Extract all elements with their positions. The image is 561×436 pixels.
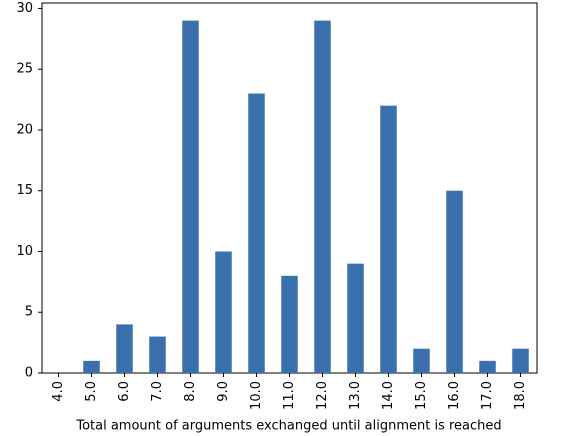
bar: [281, 275, 298, 373]
y-tick-label: 25: [16, 62, 33, 77]
bar: [116, 324, 133, 373]
x-tick-label: 7.0: [150, 381, 165, 402]
x-tick-label: 6.0: [117, 381, 132, 402]
bar: [314, 20, 331, 373]
bar: [479, 360, 496, 373]
bar: [182, 20, 199, 373]
x-tick-label: 13.0: [348, 381, 363, 410]
x-tick-label: 16.0: [447, 381, 462, 410]
x-tick-label: 9.0: [216, 381, 231, 402]
x-tick-label: 12.0: [315, 381, 330, 410]
x-tick-label: 17.0: [480, 381, 495, 410]
y-tick-label: 30: [16, 1, 33, 16]
bar: [149, 336, 166, 373]
y-tick-label: 20: [16, 122, 33, 137]
x-axis-label: Total amount of arguments exchanged unti…: [75, 419, 501, 434]
x-tick-label: 5.0: [84, 381, 99, 402]
x-tick-label: 15.0: [414, 381, 429, 410]
y-tick-label: 15: [16, 183, 33, 198]
y-tick-label: 10: [16, 244, 33, 259]
x-tick-label: 18.0: [513, 381, 528, 410]
y-tick-label: 5: [25, 305, 33, 320]
bar: [380, 105, 397, 374]
bar: [446, 190, 463, 373]
bar: [83, 360, 100, 373]
x-tick-label: 4.0: [51, 381, 66, 402]
y-tick-label: 0: [25, 366, 33, 381]
bar: [413, 348, 430, 373]
x-tick-label: 14.0: [381, 381, 396, 410]
bar: [215, 251, 232, 373]
bar: [248, 93, 265, 373]
x-tick-label: 10.0: [249, 381, 264, 410]
bar: [512, 348, 529, 373]
x-tick-label: 11.0: [282, 381, 297, 410]
bar: [347, 263, 364, 373]
x-tick-label: 8.0: [183, 381, 198, 402]
